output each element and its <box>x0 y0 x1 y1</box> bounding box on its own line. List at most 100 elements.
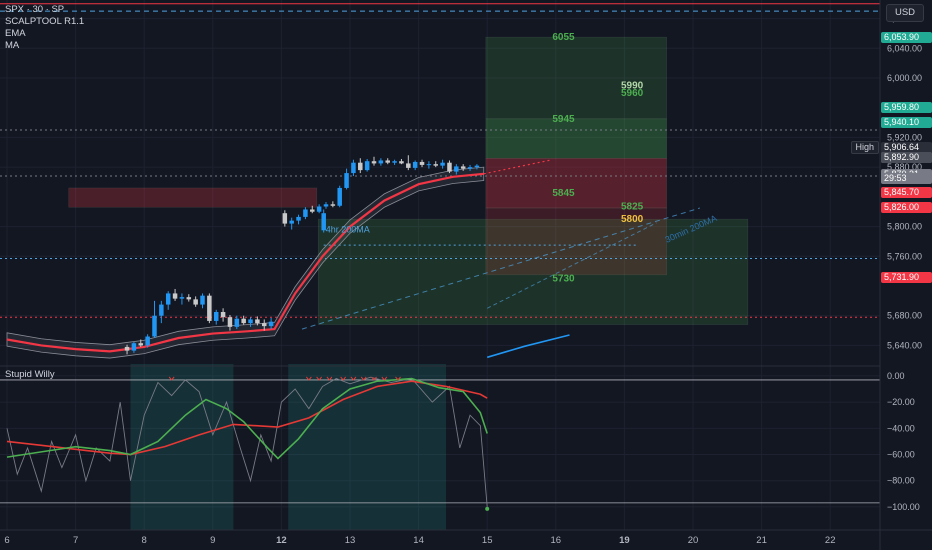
annotation-label: 5730 <box>552 274 575 285</box>
time-tick-label: 6 <box>4 535 9 546</box>
candle-body <box>186 297 192 300</box>
candle <box>220 308 226 322</box>
osc-signal-marker <box>305 376 312 381</box>
candle-body <box>344 173 349 188</box>
indicator-legend-ema[interactable]: EMA <box>5 28 26 39</box>
candle <box>124 344 130 355</box>
currency-button[interactable]: USD <box>886 4 924 22</box>
price-badge: 5,826.00 <box>881 201 932 213</box>
levels-layer <box>0 3 880 330</box>
indicator-legend-ma[interactable]: MA <box>5 40 20 51</box>
candle <box>371 156 377 166</box>
candle-body <box>165 293 171 305</box>
price-tick-label: 6,000.00 <box>887 73 922 83</box>
candle-body <box>460 166 466 169</box>
osc-signal-marker <box>350 376 357 381</box>
candle <box>200 293 205 309</box>
oscillator-pane <box>0 364 880 530</box>
candle <box>262 319 267 331</box>
price-badge: 5,892.90 <box>881 152 932 164</box>
candle-body <box>248 319 253 324</box>
candle-body <box>419 161 425 165</box>
candle <box>351 159 356 177</box>
candle-body <box>364 161 370 171</box>
candle <box>186 294 192 302</box>
candle-body <box>296 216 301 221</box>
osc-signal-marker <box>360 376 367 381</box>
symbol-legend[interactable]: SPX · 30 · SP <box>5 4 65 15</box>
zone-target <box>485 118 667 159</box>
candle <box>399 158 404 165</box>
candle-body <box>145 336 150 346</box>
candle-body <box>351 162 356 174</box>
candle <box>426 161 432 169</box>
candle <box>378 158 384 166</box>
osc-end-dot <box>485 506 490 511</box>
candle-body <box>385 160 390 163</box>
candle <box>358 158 363 174</box>
ma-line <box>486 334 570 359</box>
annotation-label: 5825 <box>621 202 644 213</box>
candle <box>159 300 164 324</box>
candle-body <box>412 161 418 168</box>
candle <box>364 158 370 172</box>
candle <box>255 316 260 326</box>
osc-tick-label: −80.00 <box>887 476 915 486</box>
candle-body <box>474 165 480 168</box>
time-tick-label: 8 <box>142 535 147 546</box>
candle <box>207 293 212 324</box>
candle-body <box>282 213 288 224</box>
candle <box>412 160 418 171</box>
candle <box>321 209 326 233</box>
price-tick-label: 5,680.00 <box>887 311 922 321</box>
candle <box>440 159 445 169</box>
candle-body <box>321 213 326 231</box>
osc-tick-label: −100.00 <box>887 502 920 512</box>
annotation-label: 5800 <box>621 214 644 225</box>
time-tick-label: 22 <box>825 535 836 546</box>
candle-body <box>172 293 178 299</box>
time-tick-label: 14 <box>413 535 424 546</box>
time-tick-label: 9 <box>210 535 215 546</box>
candle-body <box>467 167 473 169</box>
candle-body <box>159 304 164 316</box>
candle <box>152 300 157 338</box>
candle <box>179 293 185 305</box>
time-tick-label: 16 <box>551 535 562 546</box>
candle-body <box>337 187 342 206</box>
ema-line <box>6 172 484 353</box>
candle-body <box>426 164 432 166</box>
osc-tick-label: −40.00 <box>887 423 915 433</box>
candle-body <box>358 162 363 171</box>
candle-body <box>179 297 185 299</box>
candle <box>165 291 171 310</box>
price-tick-label: 5,800.00 <box>887 222 922 232</box>
price-tick-label: 5,760.00 <box>887 251 922 261</box>
candle-body <box>371 161 377 164</box>
indicator-legend-scalptool[interactable]: SCALPTOOL R1.1 <box>5 16 85 27</box>
candle <box>474 164 480 170</box>
oscillator-legend[interactable]: Stupid Willy <box>5 369 55 380</box>
candle <box>385 158 390 165</box>
candle <box>337 185 342 208</box>
candle <box>213 309 219 325</box>
candle-body <box>316 206 322 212</box>
candle <box>282 210 288 227</box>
candle-body <box>207 295 212 321</box>
candle <box>316 204 322 214</box>
candle-body <box>454 166 459 172</box>
time-tick-label: 19 <box>619 535 630 546</box>
candles-layer[interactable] <box>124 155 480 355</box>
candle <box>406 155 411 171</box>
time-tick-label: 7 <box>73 535 78 546</box>
candle <box>310 205 315 214</box>
time-tick-label: 20 <box>688 535 699 546</box>
candle-body <box>124 346 130 351</box>
candle <box>241 315 246 325</box>
candle-body <box>310 209 315 212</box>
osc-signal-marker <box>381 376 388 381</box>
candle <box>460 164 466 171</box>
price-badge: 6,053.90 <box>881 32 932 44</box>
annotation-label: 6055 <box>552 32 575 43</box>
